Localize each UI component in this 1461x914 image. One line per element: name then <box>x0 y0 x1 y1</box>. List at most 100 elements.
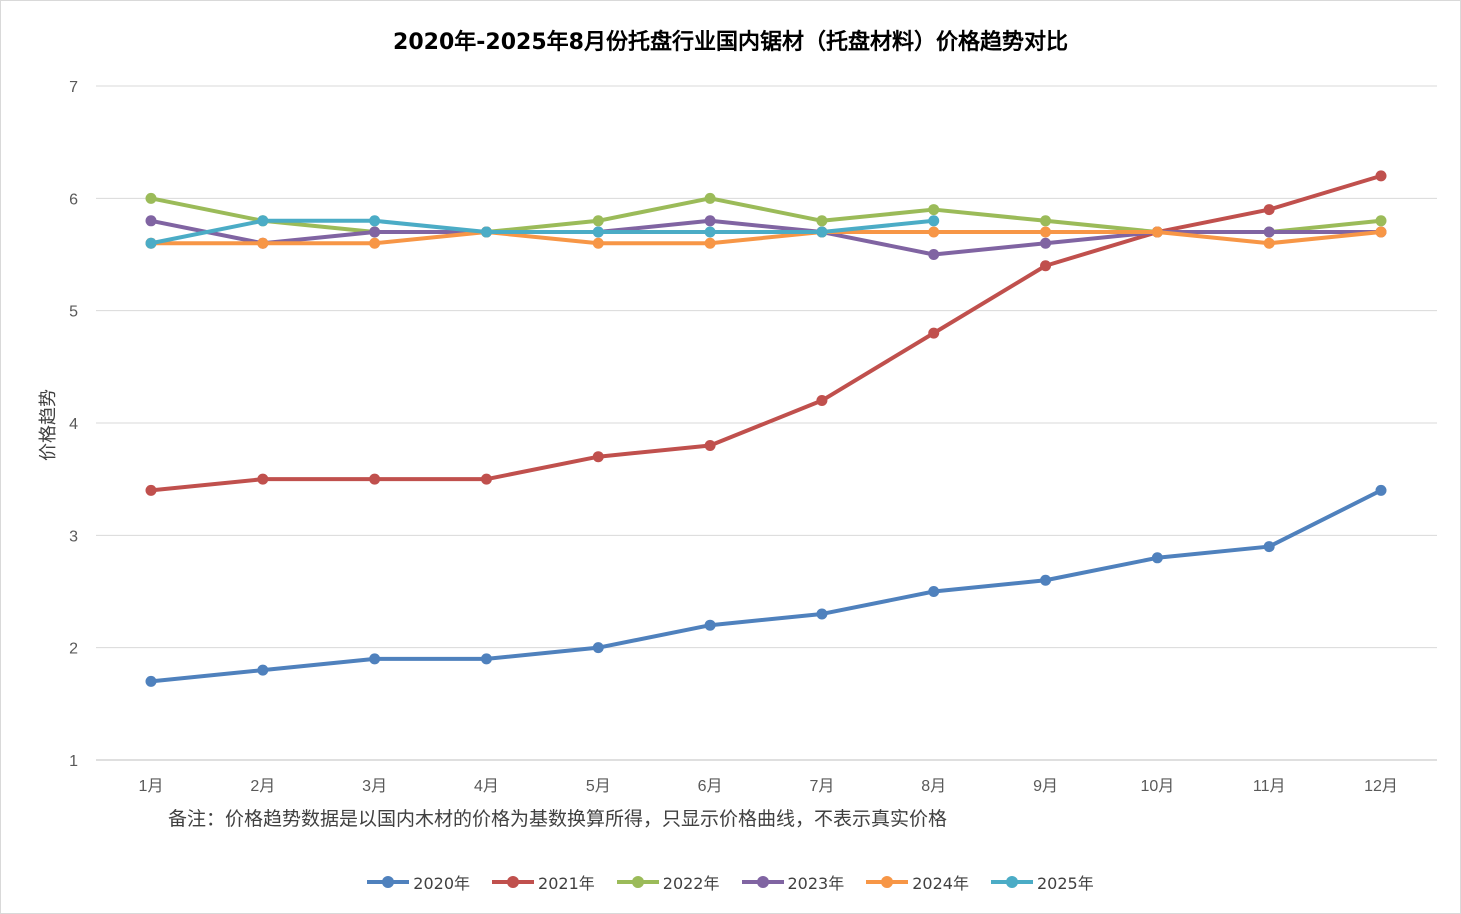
series-2025年 <box>145 215 940 249</box>
legend-swatch <box>492 876 535 888</box>
data-point <box>704 619 716 631</box>
data-point <box>1151 552 1163 564</box>
data-point <box>816 226 828 238</box>
y-tick-label: 7 <box>69 79 78 96</box>
legend-swatch <box>616 876 659 888</box>
data-point <box>480 473 492 485</box>
data-point <box>816 395 828 407</box>
data-point <box>1263 541 1275 553</box>
legend-swatch <box>367 876 410 888</box>
data-point <box>704 192 716 204</box>
legend-item: 2020年 <box>367 870 470 894</box>
data-point <box>592 642 604 654</box>
data-point <box>816 608 828 620</box>
y-tick-label: 4 <box>69 416 78 433</box>
legend-item: 2024年 <box>866 870 969 894</box>
data-point <box>257 664 269 676</box>
data-point <box>145 237 157 249</box>
data-point <box>257 237 269 249</box>
data-point <box>816 215 828 227</box>
legend-label: 2021年 <box>538 874 595 893</box>
data-point <box>257 215 269 227</box>
data-point <box>1151 226 1163 238</box>
data-point <box>145 192 157 204</box>
y-tick-label: 2 <box>69 641 78 658</box>
data-point <box>704 215 716 227</box>
legend-label: 2020年 <box>413 874 471 893</box>
x-tick-label: 4月 <box>474 778 499 795</box>
legend-item: 2023年 <box>741 870 845 894</box>
chart-legend: 2020年 2021年 2022年 2023年 2024年 2025年 <box>0 870 1461 894</box>
data-point <box>928 215 940 227</box>
x-tick-label: 11月 <box>1253 778 1286 795</box>
legend-swatch <box>990 876 1033 888</box>
data-point <box>928 586 940 597</box>
series-line <box>149 173 1383 493</box>
legend-label: 2025年 <box>1036 874 1094 893</box>
legend-item: 2025年 <box>990 870 1094 894</box>
legend-item: 2022年 <box>616 870 720 894</box>
series-line <box>149 488 1383 684</box>
chart-note: 备注：价格趋势数据是以国内木材的价格为基数换算所得，只显示价格曲线，不表示真实价… <box>168 808 948 830</box>
data-point <box>928 327 940 339</box>
data-point <box>145 215 157 227</box>
series-line <box>149 230 1383 246</box>
data-point <box>369 237 381 249</box>
x-tick-label: 6月 <box>698 778 723 795</box>
data-point <box>369 226 381 238</box>
x-tick-label: 7月 <box>809 778 834 795</box>
data-point <box>145 484 157 496</box>
x-tick-label: 8月 <box>921 778 946 795</box>
y-axis-label: 价格趋势 <box>38 389 59 461</box>
y-tick-label: 5 <box>69 304 78 321</box>
data-point <box>1263 226 1275 238</box>
data-point <box>592 226 604 238</box>
series-2020年 <box>145 484 1387 687</box>
data-point <box>1263 204 1275 216</box>
x-tick-label: 10月 <box>1140 778 1174 795</box>
data-point <box>369 215 381 227</box>
legend-label: 2022年 <box>662 874 720 893</box>
data-point <box>480 226 492 238</box>
legend-label: 2024年 <box>912 874 969 893</box>
legend-item: 2021年 <box>492 870 595 894</box>
legend-swatch <box>741 876 784 888</box>
data-point <box>928 204 940 216</box>
data-point <box>592 237 604 249</box>
y-tick-label: 6 <box>69 191 78 208</box>
data-point <box>1040 226 1052 238</box>
chart-title: 2020年-2025年8月份托盘行业国内锯材（托盘材料）价格趋势对比 <box>393 30 1068 55</box>
y-tick-label: 1 <box>69 753 78 770</box>
data-point <box>1375 215 1387 227</box>
data-point <box>592 451 604 463</box>
data-point <box>257 473 269 485</box>
data-point <box>369 653 381 665</box>
data-point <box>1040 574 1052 586</box>
data-point <box>480 653 492 665</box>
data-point <box>1040 215 1052 227</box>
data-point <box>145 675 157 687</box>
x-tick-label: 1月 <box>139 778 164 795</box>
data-point <box>704 237 716 249</box>
data-point <box>1040 260 1052 272</box>
x-tick-label: 5月 <box>586 778 611 795</box>
x-tick-label: 2月 <box>250 778 275 795</box>
data-point <box>928 249 940 260</box>
x-tick-label: 12月 <box>1364 778 1398 795</box>
x-tick-label: 9月 <box>1033 778 1058 795</box>
legend-label: 2023年 <box>787 874 845 893</box>
data-point <box>1040 237 1052 249</box>
data-point <box>592 215 604 227</box>
data-point <box>1375 170 1387 182</box>
legend-swatch <box>866 876 909 888</box>
data-point <box>928 226 940 238</box>
data-point <box>704 226 716 238</box>
y-tick-label: 3 <box>69 528 78 545</box>
series-line <box>149 218 936 246</box>
data-point <box>1263 237 1275 249</box>
data-point <box>369 473 381 485</box>
data-point <box>704 439 716 451</box>
data-point <box>1375 484 1387 496</box>
x-tick-label: 3月 <box>362 778 387 795</box>
